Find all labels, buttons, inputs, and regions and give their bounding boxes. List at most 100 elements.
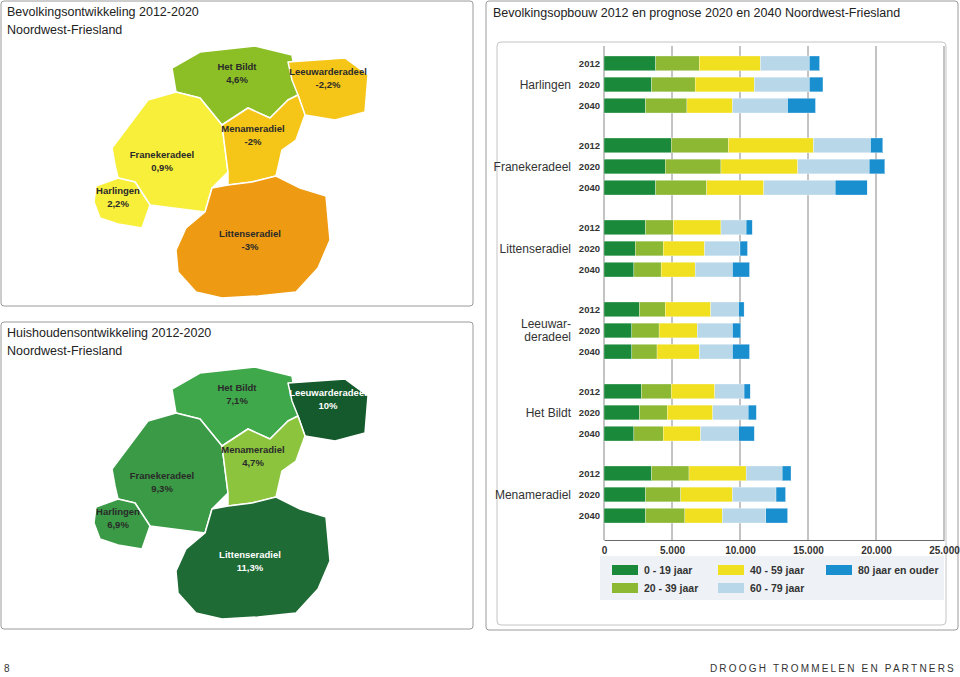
legend-swatch [718, 583, 744, 593]
tick-label: 10.000 [725, 545, 756, 556]
legend-label: 20 - 39 jaar [644, 582, 698, 594]
bar [604, 344, 632, 359]
bar [661, 262, 695, 277]
bar [645, 98, 686, 113]
bar [721, 220, 746, 235]
bar [798, 159, 869, 174]
bar [634, 262, 661, 277]
bar [744, 384, 750, 399]
category-label: 2012 [579, 58, 600, 69]
bar [604, 220, 645, 235]
map-title: Bevolkingsontwikkeling 2012-2020 [7, 5, 199, 19]
region [176, 176, 330, 298]
bar [685, 508, 722, 523]
bar [604, 384, 641, 399]
tick-label: 15.000 [793, 545, 824, 556]
region-value: 10% [318, 400, 338, 411]
bar [639, 302, 665, 317]
bar [634, 426, 663, 441]
bar [715, 384, 744, 399]
category-label: 2020 [579, 489, 600, 500]
legend-label: 80 jaar en ouder [858, 564, 939, 576]
legend-swatch [612, 583, 638, 593]
region-value: 11,3% [237, 562, 264, 573]
legend-label: 60 - 79 jaar [750, 582, 804, 594]
tick-label: 5.000 [660, 545, 685, 556]
bar [671, 138, 728, 153]
map-panel: Huishoudensontwikkeling 2012-2020Noordwe… [1, 322, 473, 629]
bar [711, 302, 739, 317]
category-label: 2020 [579, 161, 600, 172]
bar [604, 405, 639, 420]
bar [604, 302, 639, 317]
bar [604, 180, 656, 195]
region-value: -2% [245, 136, 262, 147]
tick: 10.000 [725, 540, 756, 556]
bar [645, 508, 684, 523]
group-label: Menameradiel [495, 488, 571, 502]
bar [604, 262, 634, 277]
series-bars [604, 56, 671, 523]
bar [665, 159, 721, 174]
tick: 5.000 [660, 540, 685, 556]
bar [701, 426, 739, 441]
plot-frame [497, 42, 946, 625]
region-value: 0,9% [151, 162, 173, 173]
bar [733, 323, 741, 338]
tick-label: 20.000 [861, 545, 892, 556]
region-value: 4,6% [226, 74, 248, 85]
bar [705, 241, 740, 256]
region-value: 4,7% [242, 457, 264, 468]
bar [604, 323, 632, 338]
region-name: Het Bildt [217, 61, 257, 72]
region [176, 497, 330, 619]
footer: DROOGH TROMMELEN EN PARTNERS [710, 663, 956, 674]
category-label: 2040 [579, 510, 600, 521]
bar [754, 77, 809, 92]
bar [733, 98, 788, 113]
bar [721, 159, 798, 174]
bar [760, 56, 809, 71]
x-axis: 05.00010.00015.00020.00025.000 [602, 540, 960, 556]
bar [739, 426, 755, 441]
category-label: 2020 [579, 243, 600, 254]
category-label: 2020 [579, 407, 600, 418]
category-label: 2040 [579, 346, 600, 357]
bar [835, 180, 867, 195]
bar [656, 180, 707, 195]
map-subtitle: Noordwest-Friesland [7, 344, 122, 358]
bar [733, 262, 750, 277]
bar [697, 323, 732, 338]
chart-title: Bevolkingsopbouw 2012 en prognose 2020 e… [493, 6, 900, 20]
legend-swatch [826, 565, 852, 575]
region [222, 416, 305, 506]
group-label: Franekeradeel [494, 160, 571, 174]
group-label: Het Bildt [526, 406, 572, 420]
bar [813, 138, 870, 153]
region-name: Harlingen [96, 185, 140, 196]
category-label: 2012 [579, 222, 600, 233]
bar [764, 180, 835, 195]
tick: 20.000 [861, 540, 892, 556]
bar [673, 220, 721, 235]
bar [632, 344, 657, 359]
bar [746, 466, 782, 481]
legend: 0 - 19 jaar20 - 39 jaar40 - 59 jaar60 - … [600, 556, 944, 600]
region-name: Leeuwarderadeel [289, 387, 367, 398]
bar [604, 98, 645, 113]
axis-line [605, 540, 945, 541]
legend-box [600, 556, 944, 600]
group-labels: HarlingenFranekeradeelLittenseradielLeeu… [494, 78, 572, 502]
region [94, 178, 150, 228]
map-regions [94, 367, 368, 619]
region-name: Het Bildt [217, 382, 257, 393]
region-name: Harlingen [96, 506, 140, 517]
bar [641, 384, 671, 399]
category-label: 2020 [579, 79, 600, 90]
category-label: 2012 [579, 386, 600, 397]
series-bars [657, 56, 813, 523]
region-name: Menameradiel [221, 444, 284, 455]
category-label: 2040 [579, 182, 600, 193]
bar [782, 466, 791, 481]
bar [871, 138, 883, 153]
